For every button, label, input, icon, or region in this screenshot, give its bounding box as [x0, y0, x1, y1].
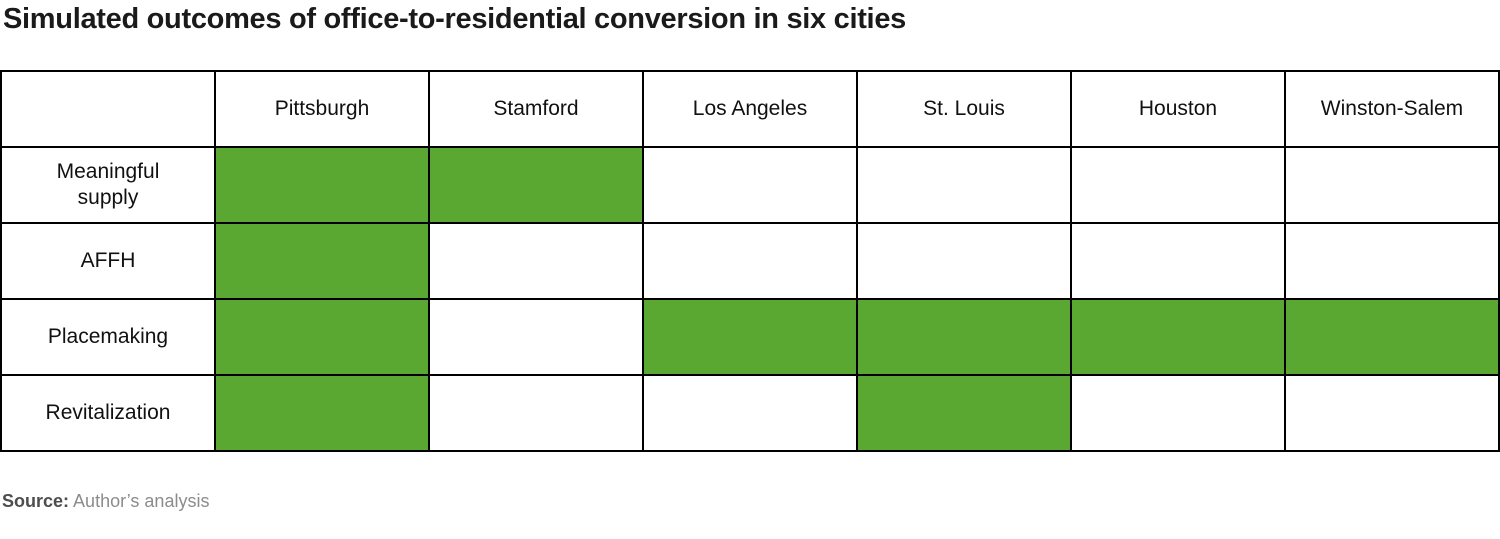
outcome-cell-empty: [642, 146, 858, 224]
table-header: Pittsburgh Stamford Los Angeles St. Louis Ho…: [0, 70, 1500, 148]
table-row: Revitalization: [0, 374, 1500, 452]
table-body: Meaningful supply AFFH Placemaking Revitali…: [0, 146, 1500, 452]
source-line: Source: Author’s analysis: [2, 490, 1500, 512]
column-header: Winston-Salem: [1284, 70, 1500, 148]
outcome-cell-empty: [1284, 374, 1500, 452]
corner-cell: [0, 70, 216, 148]
outcomes-table: Pittsburgh Stamford Los Angeles St. Louis Ho…: [0, 70, 1500, 452]
outcome-cell-empty: [1284, 146, 1500, 224]
outcome-cell-empty: [1070, 374, 1286, 452]
row-label: Placemaking: [0, 298, 216, 376]
table-row: Placemaking: [0, 298, 1500, 376]
outcome-cell-positive: [214, 298, 430, 376]
outcome-cell-empty: [1070, 222, 1286, 300]
outcome-cell-empty: [428, 298, 644, 376]
outcome-cell-empty: [856, 146, 1072, 224]
outcome-cell-positive: [1070, 298, 1286, 376]
outcome-cell-empty: [642, 374, 858, 452]
table-row: Meaningful supply: [0, 146, 1500, 224]
column-header: Los Angeles: [642, 70, 858, 148]
outcome-cell-empty: [428, 374, 644, 452]
row-label: Meaningful supply: [0, 146, 216, 224]
outcome-cell-positive: [214, 374, 430, 452]
source-text: Author’s analysis: [73, 491, 210, 511]
outcome-cell-positive: [214, 222, 430, 300]
outcome-cell-positive: [1284, 298, 1500, 376]
column-header: Houston: [1070, 70, 1286, 148]
column-header: St. Louis: [856, 70, 1072, 148]
header-row: Pittsburgh Stamford Los Angeles St. Louis Ho…: [0, 70, 1500, 148]
source-label: Source:: [2, 491, 70, 511]
outcome-cell-positive: [642, 298, 858, 376]
page-title: Simulated outcomes of office-to-resident…: [3, 3, 906, 35]
row-label: AFFH: [0, 222, 216, 300]
outcome-cell-positive: [856, 374, 1072, 452]
outcome-cell-empty: [856, 222, 1072, 300]
row-label: Revitalization: [0, 374, 216, 452]
outcome-cell-positive: [428, 146, 644, 224]
outcome-cell-empty: [1070, 146, 1286, 224]
outcome-cell-empty: [428, 222, 644, 300]
outcome-cell-empty: [1284, 222, 1500, 300]
outcome-cell-empty: [642, 222, 858, 300]
table-row: AFFH: [0, 222, 1500, 300]
column-header: Stamford: [428, 70, 644, 148]
outcome-cell-positive: [856, 298, 1072, 376]
column-header: Pittsburgh: [214, 70, 430, 148]
outcome-cell-positive: [214, 146, 430, 224]
